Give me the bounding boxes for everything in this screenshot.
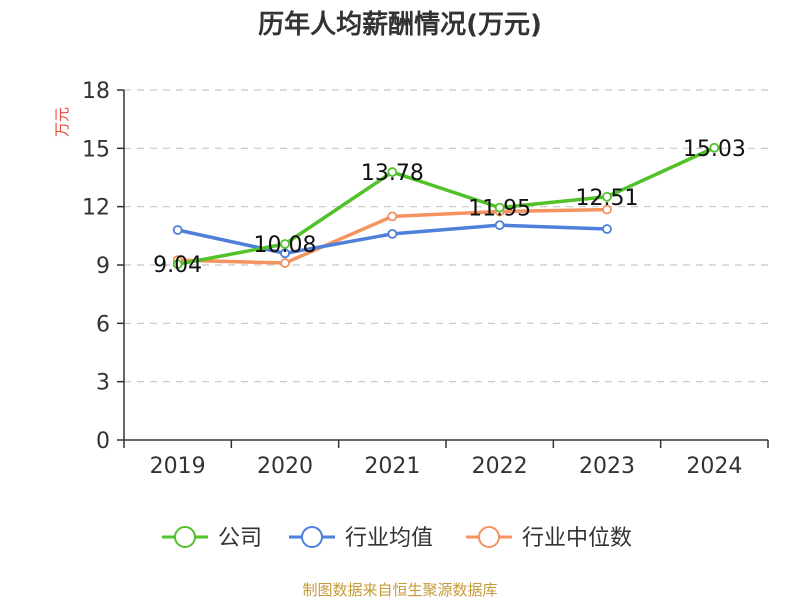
legend[interactable]: 公司 行业均值 行业中位数 [162, 526, 632, 551]
x-tick-label: 2019 [150, 454, 206, 479]
y-tick-label: 15 [82, 137, 110, 162]
series-line [175, 146, 717, 266]
data-point[interactable] [387, 167, 398, 177]
legend-item-1[interactable]: 公司 [162, 526, 262, 551]
x-tick-label: 2021 [364, 454, 420, 479]
data-point[interactable] [172, 225, 183, 235]
data-point[interactable] [172, 259, 183, 270]
data-point[interactable] [494, 220, 505, 231]
legend-item-3[interactable]: 行业中位数 [466, 526, 632, 551]
y-axis-unit-label: 万元 [53, 107, 71, 137]
legend-label: 行业中位数 [522, 526, 632, 551]
data-label: 11.95 [468, 197, 531, 222]
data-labels: 9.04 10.08 13.78 11.95 12.51 15.03 [153, 137, 746, 278]
legend-item-2[interactable]: 行业均值 [289, 526, 433, 551]
y-tick-label: 3 [96, 371, 110, 396]
grid-lines [124, 89, 768, 383]
series-1 [172, 142, 720, 270]
y-tick-label: 18 [82, 79, 110, 104]
data-label: 10.08 [254, 233, 317, 258]
data-point[interactable] [494, 202, 505, 213]
data-point[interactable] [280, 239, 290, 249]
legend-swatch-marker [174, 526, 196, 548]
source-note: 制图数据来自恒生聚源数据库 [302, 581, 497, 599]
data-label: 12.51 [576, 186, 639, 211]
y-tick-label: 9 [96, 254, 110, 279]
legend-swatch-marker [301, 526, 323, 548]
data-point[interactable] [387, 211, 398, 222]
y-tick-label: 0 [96, 429, 110, 454]
data-point[interactable] [280, 258, 290, 268]
x-tick-label: 2020 [257, 454, 313, 479]
series-lines [172, 142, 720, 270]
data-point[interactable] [602, 224, 612, 234]
data-label: 9.04 [153, 253, 202, 278]
x-tick-label: 2024 [686, 454, 742, 479]
data-point[interactable] [709, 142, 720, 153]
data-point[interactable] [387, 228, 398, 239]
data-label: 15.03 [683, 137, 746, 162]
legend-label: 公司 [218, 526, 262, 551]
x-tick-label: 2022 [472, 454, 528, 479]
chart-title: 历年人均薪酬情况(万元) [258, 9, 542, 40]
data-point[interactable] [602, 204, 612, 215]
legend-swatch-marker [478, 526, 500, 548]
y-tick-label: 12 [82, 196, 110, 221]
y-tick-label: 6 [96, 312, 110, 337]
data-point[interactable] [280, 248, 290, 259]
legend-label: 行业均值 [345, 526, 433, 551]
data-label: 13.78 [361, 161, 424, 186]
axes: 0 3 6 9 12 15 18 2019 2020 2021 2022 2023 2024 [82, 79, 769, 479]
series-2 [172, 220, 612, 259]
x-tick-label: 2023 [579, 454, 635, 479]
data-point[interactable] [602, 191, 612, 202]
